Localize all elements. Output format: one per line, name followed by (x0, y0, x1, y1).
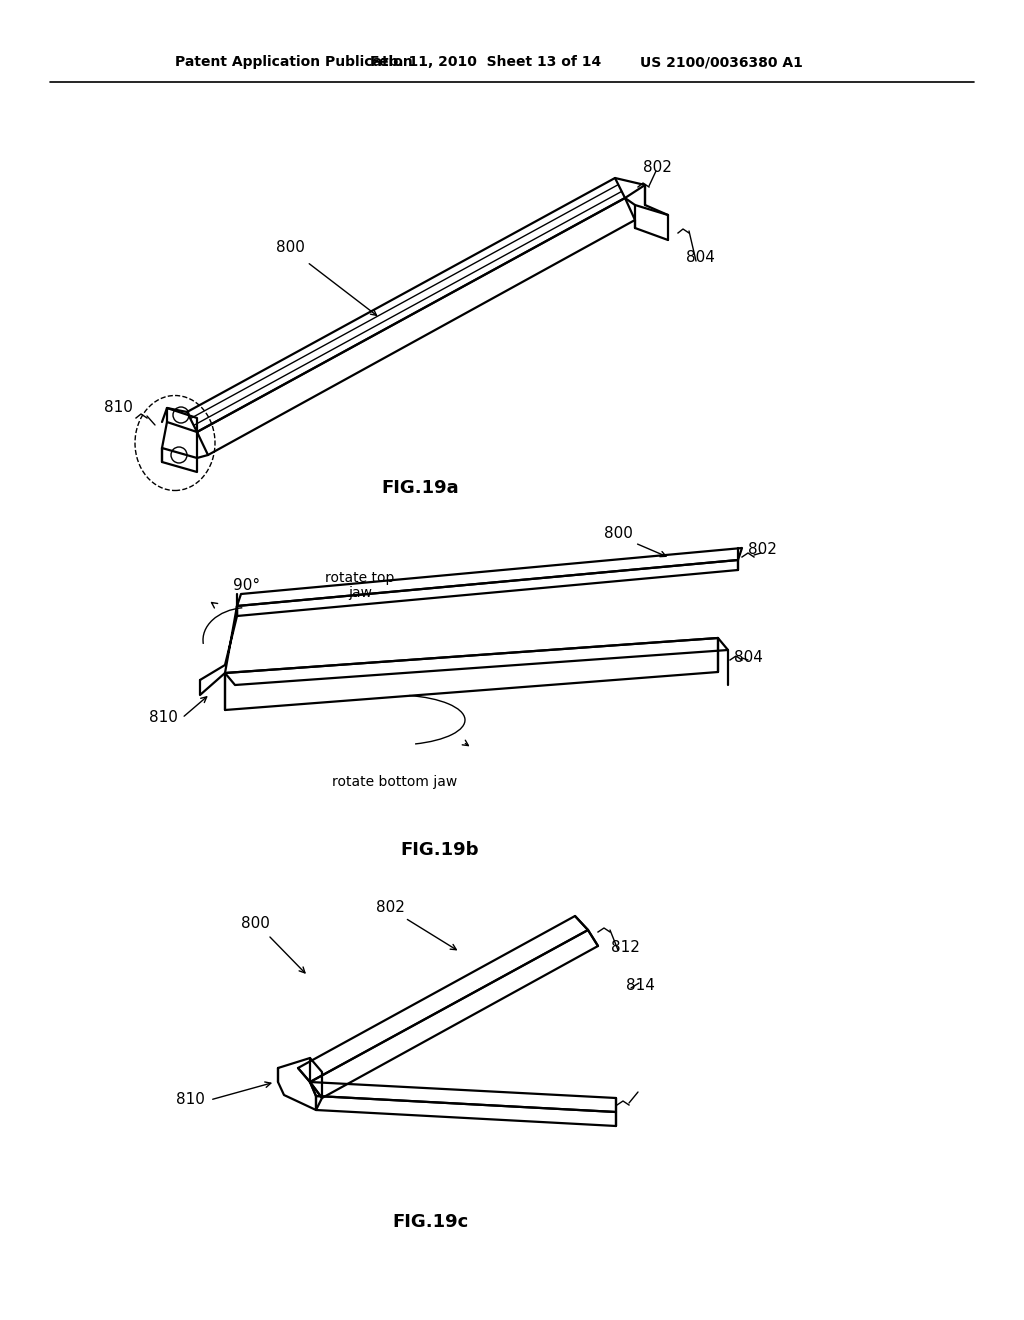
Text: jaw: jaw (348, 586, 372, 601)
Text: 810: 810 (175, 1093, 205, 1107)
Text: FIG.19b: FIG.19b (400, 841, 479, 859)
Text: FIG.19a: FIG.19a (381, 479, 459, 498)
Text: rotate top: rotate top (326, 572, 394, 585)
Text: rotate bottom jaw: rotate bottom jaw (333, 775, 458, 789)
Text: 800: 800 (603, 525, 633, 540)
Text: 812: 812 (610, 940, 639, 956)
Text: FIG.19c: FIG.19c (392, 1213, 468, 1232)
Text: 802: 802 (748, 543, 776, 557)
Text: 814: 814 (626, 978, 654, 993)
Text: 804: 804 (733, 651, 763, 665)
Text: 90°: 90° (233, 578, 260, 593)
Text: 804: 804 (685, 251, 715, 265)
Text: US 2100/0036380 A1: US 2100/0036380 A1 (640, 55, 803, 69)
Text: 810: 810 (103, 400, 132, 416)
Text: 802: 802 (643, 160, 672, 174)
Text: Patent Application Publication: Patent Application Publication (175, 55, 413, 69)
Text: 800: 800 (275, 240, 304, 256)
Text: 810: 810 (148, 710, 177, 726)
Text: Feb. 11, 2010  Sheet 13 of 14: Feb. 11, 2010 Sheet 13 of 14 (370, 55, 601, 69)
Text: 800: 800 (241, 916, 269, 931)
Text: 802: 802 (376, 899, 404, 915)
